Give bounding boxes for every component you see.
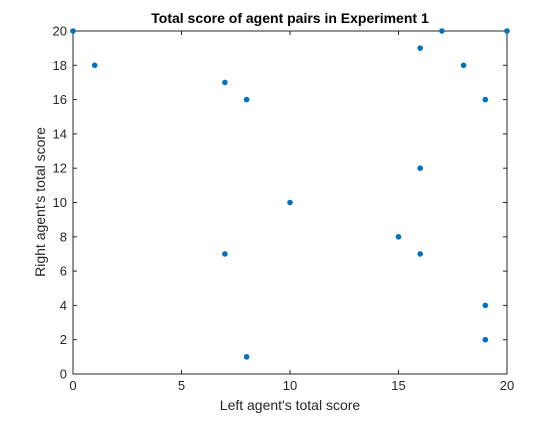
data-point (287, 199, 293, 206)
x-tick-label: 0 (69, 378, 76, 393)
x-axis-label: Left agent's total score (220, 397, 361, 413)
y-tick-label: 2 (60, 332, 67, 347)
data-point (222, 251, 228, 257)
data-point (243, 354, 250, 360)
y-tick-label: 14 (53, 126, 67, 141)
y-tick-label: 20 (53, 24, 67, 39)
y-axis-label: Right agent's total score (32, 127, 48, 277)
y-tick-label: 12 (53, 161, 67, 176)
data-points (70, 28, 510, 360)
data-point (504, 28, 510, 34)
data-point (460, 62, 467, 69)
x-ticks: 0 5 10 15 20 (69, 31, 514, 393)
data-point (417, 45, 424, 51)
y-tick-label: 16 (53, 92, 67, 107)
data-point (70, 28, 76, 34)
data-point (439, 28, 445, 34)
data-point (482, 302, 489, 309)
y-tick-label: 6 (60, 264, 67, 279)
y-tick-label: 10 (53, 195, 67, 210)
x-tick-label: 10 (283, 378, 297, 393)
data-point (243, 96, 250, 103)
data-point (417, 165, 424, 171)
x-tick-label: 15 (391, 378, 405, 393)
chart-title: Total score of agent pairs in Experiment… (151, 10, 429, 26)
data-point (482, 96, 489, 103)
data-point (91, 62, 98, 69)
y-tick-label: 8 (60, 229, 67, 244)
y-tick-label: 0 (60, 367, 67, 382)
y-tick-label: 4 (60, 298, 67, 313)
x-tick-label: 5 (178, 378, 185, 393)
y-ticks: 0 2 4 6 8 10 12 14 16 18 20 (53, 24, 507, 382)
data-point (482, 336, 489, 343)
y-tick-label: 18 (53, 58, 67, 73)
x-tick-label: 20 (500, 378, 514, 393)
data-point (395, 234, 402, 240)
data-point (222, 79, 228, 86)
data-point (417, 251, 424, 257)
